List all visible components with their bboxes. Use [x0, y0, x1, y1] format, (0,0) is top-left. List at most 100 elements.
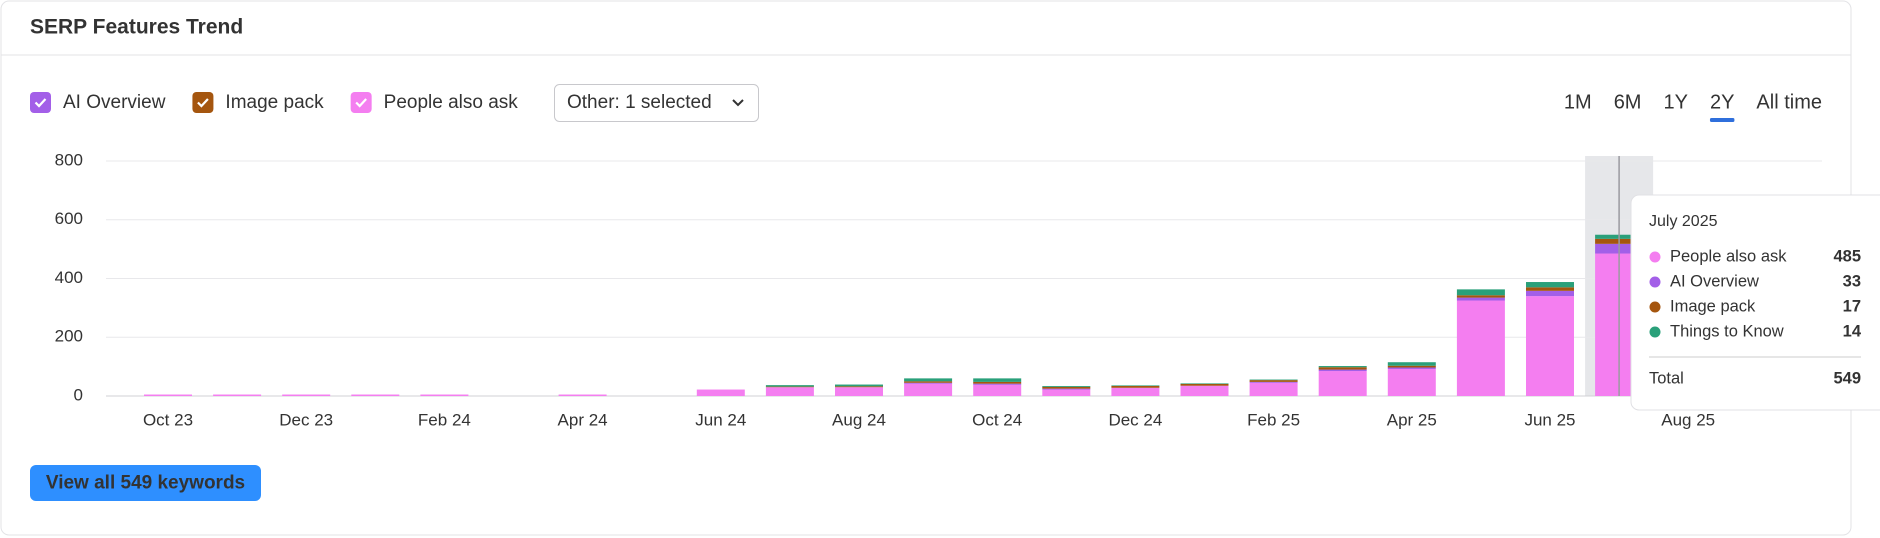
- card-title: SERP Features Trend: [30, 16, 243, 39]
- bar-segment: [351, 394, 400, 396]
- x-tick-label: Oct 23: [143, 410, 193, 429]
- button-box: [30, 465, 261, 501]
- range-button[interactable]: 6M: [1614, 91, 1642, 113]
- range-active-underline: [1709, 118, 1735, 122]
- other-dropdown[interactable]: Other: 1 selected: [554, 84, 759, 122]
- bar-segment: [1042, 388, 1091, 390]
- tooltip-dot: [1649, 326, 1661, 338]
- tooltip-dot: [1649, 276, 1661, 288]
- x-tick-label: Dec 23: [279, 410, 333, 429]
- bar-segment: [1387, 367, 1436, 369]
- checkbox: [30, 92, 51, 113]
- bar-segment: [1318, 369, 1367, 372]
- bar-segment: [1111, 386, 1160, 388]
- bar-segment: [1111, 387, 1160, 396]
- x-tick-label: Aug 25: [1661, 410, 1715, 429]
- bar-segment: [1249, 379, 1298, 381]
- bar-segment: [1526, 296, 1574, 396]
- bar-segment: [904, 378, 953, 382]
- bar-segment: [1318, 366, 1367, 368]
- tooltip-dot: [1649, 301, 1661, 313]
- bar-segment: [973, 384, 1022, 396]
- tooltip-total-label: Total: [1649, 369, 1684, 387]
- bar-segment: [904, 381, 953, 383]
- y-tick-label: 400: [55, 268, 83, 287]
- bar-segment: [1180, 383, 1229, 386]
- dropdown-label: Other: 1 selected: [567, 92, 712, 113]
- tooltip-title: July 2025: [1649, 213, 1718, 230]
- range-button[interactable]: All time: [1756, 91, 1822, 113]
- bar-segment: [765, 387, 814, 396]
- bar-segment: [1456, 295, 1505, 298]
- y-tick-label: 0: [74, 385, 83, 404]
- bar-segment: [1456, 289, 1505, 296]
- chevron: [732, 99, 744, 107]
- bar-segment: [1456, 297, 1505, 301]
- bar-segment: [973, 381, 1022, 384]
- bar-segment: [1387, 368, 1436, 396]
- bar-segment: [973, 383, 1022, 385]
- y-tick-label: 200: [55, 327, 83, 346]
- tooltip: July 2025 People also ask 485 AI Overview 33…: [1630, 194, 1880, 411]
- bar-segment: [1042, 386, 1091, 389]
- range-button[interactable]: 2Y: [1710, 91, 1734, 113]
- bar-segment: [144, 394, 192, 396]
- bar-segment: [973, 378, 1022, 382]
- bar-segment: [1180, 385, 1229, 396]
- tooltip-series-name: AI Overview: [1670, 272, 1759, 290]
- legend-label: People also ask: [384, 92, 519, 113]
- bar-segment: [1318, 371, 1367, 396]
- bar-segment: [765, 385, 814, 387]
- range-button[interactable]: 1Y: [1663, 91, 1687, 113]
- x-tick-label: Aug 24: [832, 410, 886, 429]
- bar-segment: [1249, 380, 1298, 382]
- view-all-button[interactable]: View all 549 keywords: [30, 465, 261, 501]
- bar-segment: [835, 384, 883, 387]
- tooltip-series-name: Image pack: [1670, 297, 1756, 315]
- x-tick-label: Jun 25: [1524, 410, 1575, 429]
- dropdown-box: [554, 84, 759, 122]
- legend-label: AI Overview: [63, 92, 166, 113]
- legend-checkbox[interactable]: AI Overview: [30, 92, 166, 113]
- bar-segment: [1526, 290, 1574, 297]
- bar-segment: [1042, 386, 1091, 387]
- bar-segment: [1249, 381, 1298, 383]
- x-tick-label: Oct 24: [972, 410, 1022, 429]
- bar-segment: [282, 394, 331, 396]
- tooltip-total-value: 549: [1833, 369, 1861, 387]
- y-tick-label: 800: [55, 150, 83, 169]
- y-tick-label: 600: [55, 209, 83, 228]
- bar-segment: [420, 394, 469, 396]
- tooltip-series-value: 485: [1833, 247, 1861, 265]
- legend-checkbox[interactable]: Image pack: [192, 92, 324, 113]
- checkmark: [355, 98, 367, 108]
- tooltip-series-value: 33: [1843, 272, 1861, 290]
- x-tick-label: Feb 25: [1247, 410, 1300, 429]
- range-button[interactable]: 1M: [1564, 91, 1592, 113]
- bar-segment: [696, 389, 745, 396]
- bar-segment: [1456, 300, 1505, 396]
- bar-segment: [1526, 282, 1574, 288]
- tooltip-series-name: People also ask: [1670, 247, 1787, 265]
- bar-segment: [835, 387, 883, 396]
- bar-segment: [1318, 367, 1367, 370]
- bar-segment: [1249, 382, 1298, 396]
- tooltip-series-value: 14: [1843, 322, 1862, 340]
- bar-segment: [213, 394, 262, 396]
- checkmark: [34, 98, 47, 108]
- legend-checkbox[interactable]: People also ask: [350, 92, 519, 113]
- x-tick-label: Apr 25: [1387, 410, 1437, 429]
- bar-segment: [1111, 385, 1160, 387]
- bar-segment: [1387, 365, 1436, 368]
- x-tick-label: Jun 24: [695, 410, 746, 429]
- tooltip-series-value: 17: [1843, 297, 1861, 315]
- tooltip-box: [1630, 194, 1880, 411]
- bar-segment: [765, 386, 814, 388]
- tooltip-series-name: Things to Know: [1670, 322, 1784, 340]
- bar-segment: [835, 386, 883, 388]
- checkmark: [197, 98, 209, 108]
- x-tick-label: Feb 24: [418, 410, 471, 429]
- bar-segment: [1387, 362, 1436, 366]
